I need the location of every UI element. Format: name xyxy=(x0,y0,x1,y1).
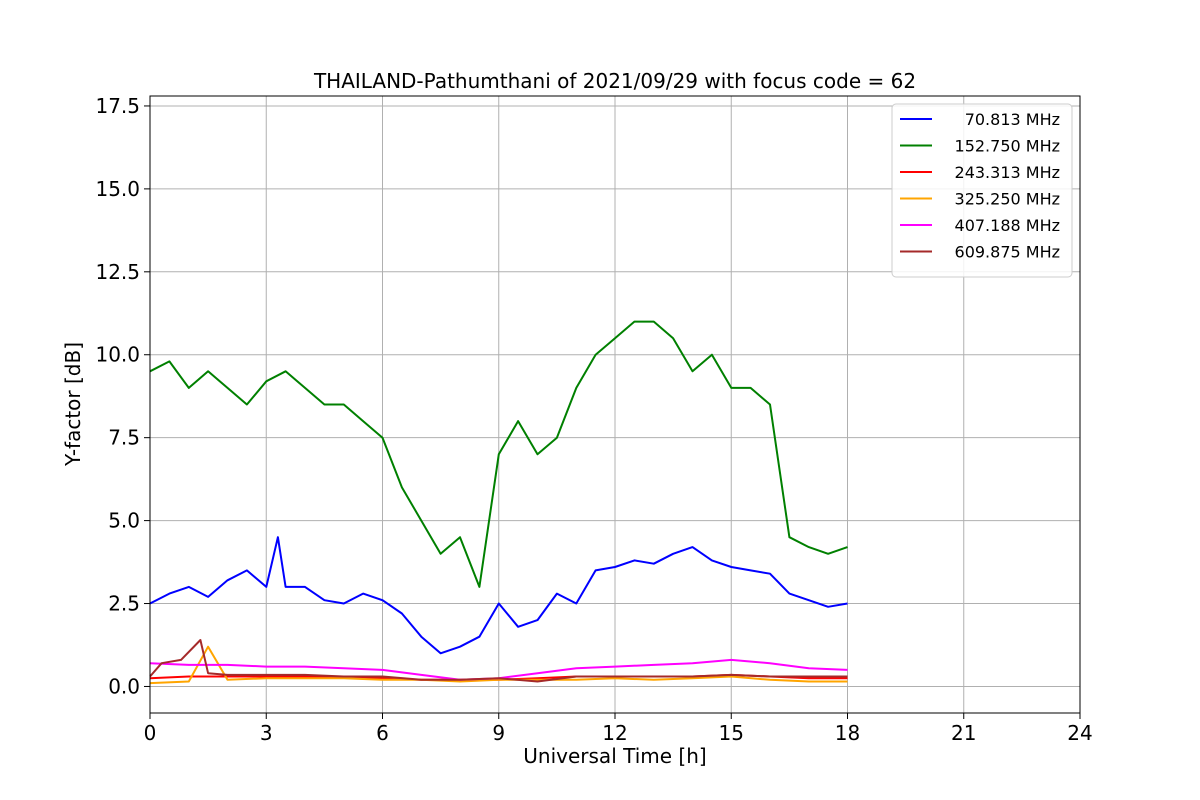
legend-label: 325.250 MHz xyxy=(955,190,1060,209)
x-axis-label: Universal Time [h] xyxy=(523,744,706,768)
series-layer xyxy=(149,320,848,685)
y-axis-label: Y-factor [dB] xyxy=(61,342,85,467)
y-tick-label: 15.0 xyxy=(95,177,140,201)
x-axis: 0 3 6 9 12 15 18 21 24 xyxy=(144,713,1093,745)
series-line-3 xyxy=(149,645,848,685)
legend: 70.813 MHz 152.750 MHz 243.313 MHz 325.250 … xyxy=(891,103,1073,278)
y-tick-label: 7.5 xyxy=(108,426,140,450)
legend-label: 152.750 MHz xyxy=(955,137,1060,156)
y-axis: 0.0 2.5 5.0 7.5 10.0 12.5 15.0 17.5 xyxy=(95,94,150,698)
y-tick-label: 5.0 xyxy=(108,509,140,533)
legend-label: 243.313 MHz xyxy=(955,163,1060,182)
chart-title: THAILAND-Pathumthani of 2021/09/29 with … xyxy=(313,69,916,93)
x-tick-label: 9 xyxy=(492,721,505,745)
y-tick-label: 2.5 xyxy=(108,592,140,616)
series-line-0 xyxy=(149,536,848,655)
y-tick-label: 10.0 xyxy=(95,343,140,367)
y-tick-label: 0.0 xyxy=(108,674,140,698)
x-tick-label: 21 xyxy=(951,721,976,745)
grid xyxy=(149,96,1081,713)
x-tick-label: 12 xyxy=(602,721,627,745)
series-line-5 xyxy=(149,639,848,683)
y-tick-label: 17.5 xyxy=(95,94,140,118)
legend-label: 609.875 MHz xyxy=(955,243,1060,262)
x-tick-label: 15 xyxy=(719,721,744,745)
x-tick-label: 24 xyxy=(1067,721,1092,745)
legend-label: 407.188 MHz xyxy=(955,216,1060,235)
legend-box xyxy=(891,103,1073,278)
legend-label: 70.813 MHz xyxy=(965,110,1060,129)
x-tick-label: 6 xyxy=(376,721,389,745)
x-tick-label: 18 xyxy=(835,721,860,745)
x-tick-label: 0 xyxy=(144,721,157,745)
y-tick-label: 12.5 xyxy=(95,260,140,284)
x-tick-label: 3 xyxy=(260,721,273,745)
series-line-1 xyxy=(149,320,848,588)
